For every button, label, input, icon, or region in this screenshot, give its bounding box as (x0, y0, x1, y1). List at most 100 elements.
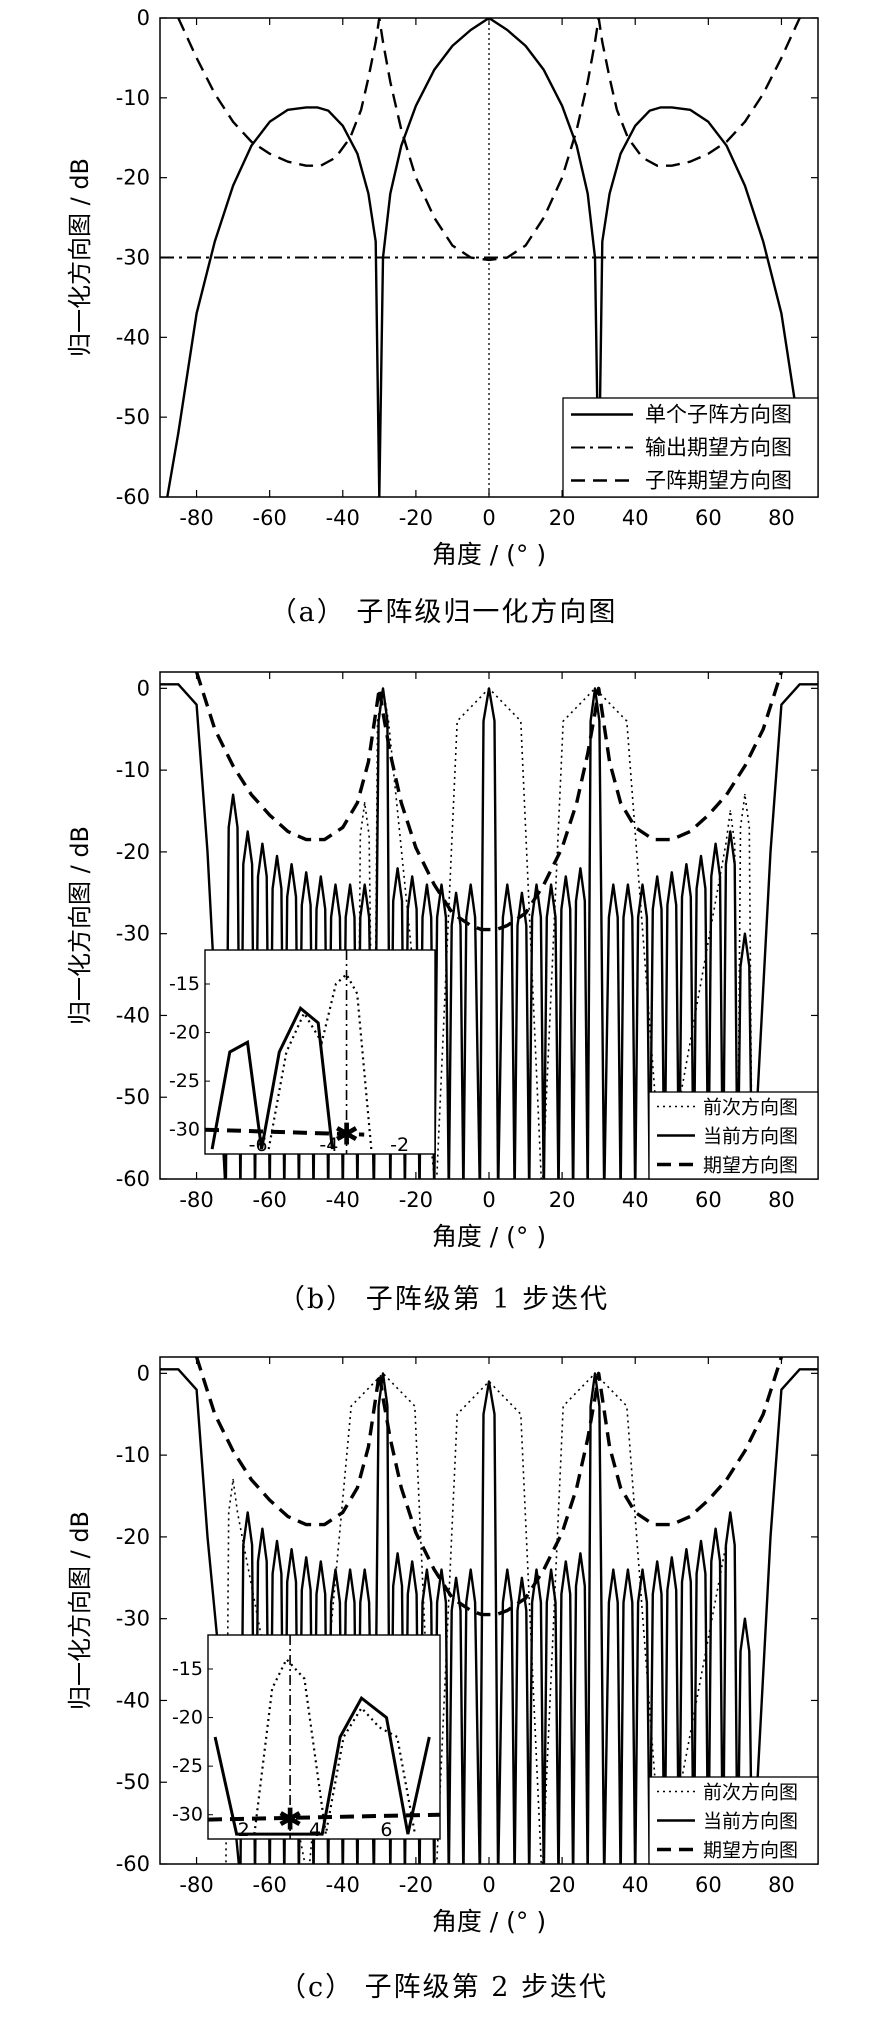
legend-label: 单个子阵方向图 (645, 403, 792, 427)
x-tick-label: 40 (622, 506, 649, 530)
series-group (160, 18, 818, 497)
lobe-peak-point (334, 1568, 337, 1571)
y-tick-label: -50 (116, 1770, 150, 1794)
lobe-peak-point (506, 883, 509, 886)
caption-panel-b: （b） 子阵级第 1 步迭代 (277, 1284, 610, 1315)
lobe-peak-point (670, 1556, 673, 1559)
legend-label: 前次方向图 (703, 1097, 798, 1119)
y-tick-label: -20 (116, 1525, 150, 1549)
y-tick-label: -30 (116, 246, 150, 270)
legend-label: 子阵期望方向图 (645, 469, 792, 493)
lobe-peak-point (729, 830, 732, 833)
x-tick-label: 20 (549, 506, 576, 530)
inset-y-tick-label: -25 (169, 1070, 200, 1092)
lobe-peak-point (455, 891, 457, 894)
lobe-peak-point (440, 883, 443, 886)
lobe-peak-point (305, 1556, 308, 1559)
lobe-peak-point (594, 687, 596, 690)
y-tick-label: -60 (116, 1167, 150, 1191)
inset-series-line (267, 972, 373, 1150)
x-tick-label: 0 (482, 1873, 495, 1897)
legend-label: 期望方向图 (703, 1840, 798, 1862)
lobe-peak-point (276, 855, 278, 857)
lobe-peak-point (363, 1568, 366, 1571)
y-tick-label: -40 (116, 1688, 150, 1712)
x-tick-label: -40 (326, 1873, 360, 1897)
inset-x-tick-label: 6 (380, 1819, 392, 1841)
lobe-peak-point (627, 1568, 629, 1571)
y-tick-label: -40 (116, 325, 150, 349)
x-tick-label: -60 (253, 506, 287, 530)
x-tick-label: 80 (768, 1873, 795, 1897)
lobe-peak-point (261, 842, 264, 845)
lobe-peak-point (612, 1568, 615, 1571)
inset-series-line (208, 1812, 440, 1822)
lobe-peak-point (714, 1527, 717, 1530)
inset-series-line (210, 1005, 334, 1150)
inset-y-tick-label: -30 (169, 1119, 200, 1141)
legend-label: 期望方向图 (703, 1155, 798, 1177)
inset-x-tick-label: -2 (390, 1134, 409, 1156)
x-tick-label: 20 (549, 1188, 576, 1212)
legend-label: 当前方向图 (703, 1126, 798, 1148)
caption-panel-c: （c） 子阵级第 2 步迭代 (278, 1972, 609, 2003)
x-tick-label: 80 (768, 1188, 795, 1212)
lobe-peak-point (535, 1568, 538, 1571)
lobe-peak-point (396, 1552, 399, 1555)
y-tick-label: -60 (116, 485, 150, 509)
series-line (194, 672, 784, 932)
y-axis-label: 归一化方向图 / dB (66, 158, 94, 357)
y-tick-label: -50 (116, 1085, 150, 1109)
y-tick-label: -20 (116, 166, 150, 190)
lobe-peak-point (550, 883, 552, 886)
lobe-peak-point (290, 863, 293, 865)
x-tick-label: 40 (622, 1873, 649, 1897)
legend-label: 输出期望方向图 (645, 436, 792, 460)
inset-asterisk-marker: ✱ (278, 1803, 303, 1838)
lobe-peak-point (363, 802, 366, 804)
inset-y-tick-label: -15 (169, 973, 200, 995)
x-axis-label: 角度 / (° ) (432, 1222, 546, 1251)
y-tick-label: -20 (116, 840, 150, 864)
lobe-peak-point (426, 1568, 428, 1571)
lobe-peak-point (246, 1511, 249, 1514)
x-tick-label: -80 (179, 506, 213, 530)
lobe-peak-point (550, 1568, 552, 1571)
inset-asterisk-marker: ✱ (334, 1118, 359, 1153)
lobe-peak-point (729, 1511, 732, 1514)
y-tick-label: -10 (116, 86, 150, 110)
inset-frame (207, 1634, 441, 1840)
chart-panel-a: -80 -60 -40 -20 0 20 40 60 80 0 -10 -20 -30 -40 -50 -60… (66, 6, 819, 569)
inset-y-tick-label: -20 (169, 1022, 200, 1044)
lobe-peak-point (579, 1552, 582, 1555)
lobe-peak-point (535, 883, 538, 886)
lobe-peak-point (612, 883, 615, 886)
lobe-peak-point (261, 1527, 264, 1530)
x-tick-label: 60 (695, 1188, 722, 1212)
x-tick-label: -40 (326, 506, 360, 530)
x-tick-label: 60 (695, 506, 722, 530)
lobe-peak-point (232, 1478, 234, 1481)
legend-label: 当前方向图 (703, 1811, 798, 1833)
lobe-peak-point (349, 1568, 351, 1571)
y-tick-label: -40 (116, 1003, 150, 1027)
inset-x-tick-label: 2 (238, 1819, 250, 1841)
lobe-peak-point (656, 875, 658, 878)
y-tick-label: 0 (137, 6, 150, 30)
lobe-peak-point (729, 810, 732, 812)
lobe-peak-point (685, 1548, 688, 1550)
lobe-peak-point (656, 1560, 658, 1563)
lobe-peak-point (305, 871, 308, 874)
y-tick-label: -50 (116, 405, 150, 429)
lobe-peak-point (506, 1568, 509, 1571)
lobe-peak-point (564, 875, 567, 878)
y-tick-label: -30 (116, 1607, 150, 1631)
lobe-peak-point (246, 830, 249, 833)
lobe-peak-point (290, 1548, 293, 1550)
lobe-peak-point (744, 793, 746, 796)
inset-y-tick-label: -20 (172, 1707, 203, 1729)
lobe-peak-point (685, 863, 688, 865)
x-tick-label: 60 (695, 1873, 722, 1897)
y-tick-label: -10 (116, 758, 150, 782)
lobe-peak-point (744, 1617, 746, 1620)
